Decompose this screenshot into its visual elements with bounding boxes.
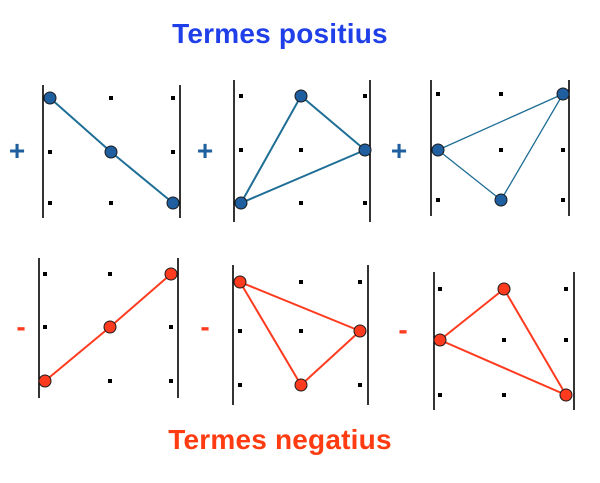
negative-term-3-entry-mark bbox=[502, 338, 506, 342]
positive-term-2-entry-mark bbox=[363, 94, 367, 98]
positive-term-3-entry-mark bbox=[561, 198, 565, 202]
positive-term-3-entry-mark bbox=[561, 148, 565, 152]
positive-term-2-sign: + bbox=[197, 135, 213, 166]
positive-term-1-entry-mark bbox=[109, 201, 113, 205]
negative-term-1-entry-mark bbox=[43, 272, 47, 276]
negative-term-1-entry-mark bbox=[108, 379, 112, 383]
positive-term-3-entry-mark bbox=[499, 92, 503, 96]
negative-term-2-entry-mark bbox=[358, 280, 362, 284]
negative-term-1-entry-mark bbox=[43, 325, 47, 329]
negative-terms-title: Termes negatius bbox=[168, 424, 392, 455]
negative-term-1-entry-mark bbox=[108, 272, 112, 276]
positive-term-2-entry-mark bbox=[239, 148, 243, 152]
positive-term-3-node bbox=[556, 87, 570, 101]
negative-term-1-entry-mark bbox=[169, 379, 173, 383]
positive-term-1-node bbox=[43, 91, 57, 105]
positive-term-1-entry-mark bbox=[171, 96, 175, 100]
negative-term-1-node bbox=[38, 374, 52, 388]
negative-term-2-sign: - bbox=[200, 311, 209, 342]
positive-term-1-entry-mark bbox=[48, 150, 52, 154]
positive-term-2-entry-mark bbox=[239, 94, 243, 98]
positive-term-3-sign: + bbox=[391, 135, 407, 166]
negative-term-1-node bbox=[103, 320, 117, 334]
positive-term-2-node bbox=[294, 89, 308, 103]
positive-term-1-entry-mark bbox=[48, 201, 52, 205]
negative-term-3-entry-mark bbox=[438, 287, 442, 291]
negative-term-3-sign: - bbox=[398, 314, 407, 345]
negative-term-1-node bbox=[164, 267, 178, 281]
positive-term-2-entry-mark bbox=[363, 201, 367, 205]
negative-term-2-node bbox=[294, 378, 308, 392]
negative-term-3-entry-mark bbox=[502, 393, 506, 397]
negative-term-3-node bbox=[559, 388, 573, 402]
negative-term-2-entry-mark bbox=[238, 329, 242, 333]
positive-term-3-node bbox=[494, 193, 508, 207]
positive-term-1-entry-mark bbox=[171, 150, 175, 154]
positive-term-1-node bbox=[104, 145, 118, 159]
positive-term-1-sign: + bbox=[9, 135, 25, 166]
negative-term-3-entry-mark bbox=[564, 287, 568, 291]
positive-term-3-entry-mark bbox=[436, 92, 440, 96]
positive-terms-title: Termes positius bbox=[172, 18, 388, 49]
negative-term-2-entry-mark bbox=[299, 280, 303, 284]
positive-term-3-entry-mark bbox=[436, 198, 440, 202]
negative-term-2-path bbox=[239, 281, 361, 386]
positive-term-2-entry-mark bbox=[299, 148, 303, 152]
negative-term-1-sign: - bbox=[16, 311, 25, 342]
positive-term-3-path bbox=[437, 93, 564, 201]
negative-term-2-entry-mark bbox=[358, 383, 362, 387]
negative-term-3-path bbox=[439, 288, 567, 396]
negative-term-2-entry-mark bbox=[238, 383, 242, 387]
negative-term-3-node bbox=[433, 333, 447, 347]
positive-term-2-node bbox=[234, 196, 248, 210]
positive-term-2-path bbox=[240, 95, 366, 204]
negative-term-1-entry-mark bbox=[169, 325, 173, 329]
positive-term-1-node bbox=[166, 196, 180, 210]
negative-term-2-node bbox=[353, 324, 367, 338]
negative-term-3-entry-mark bbox=[438, 393, 442, 397]
positive-term-2-node bbox=[358, 143, 372, 157]
positive-term-3-entry-mark bbox=[499, 148, 503, 152]
positive-term-3-node bbox=[431, 143, 445, 157]
positive-term-1-entry-mark bbox=[109, 96, 113, 100]
positive-term-2-entry-mark bbox=[299, 201, 303, 205]
negative-term-3-node bbox=[497, 282, 511, 296]
negative-term-2-node bbox=[233, 275, 247, 289]
negative-term-3-entry-mark bbox=[564, 338, 568, 342]
negative-term-2-entry-mark bbox=[299, 329, 303, 333]
